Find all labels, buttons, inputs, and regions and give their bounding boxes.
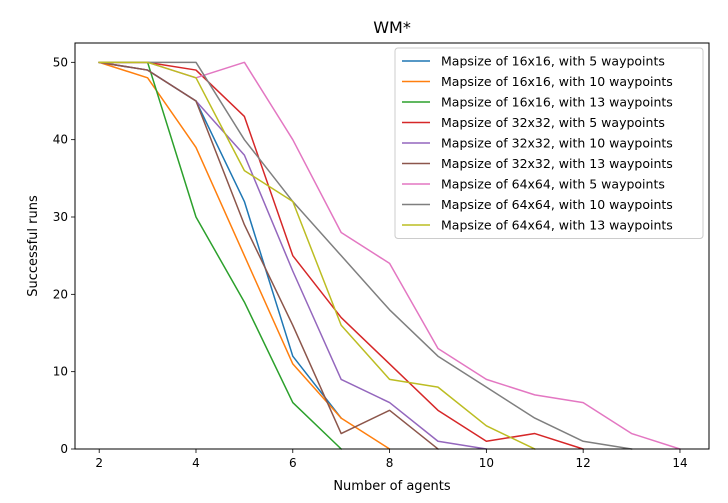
legend-label-2: Mapsize of 16x16, with 10 waypoints — [441, 74, 673, 89]
x-tick-label: 4 — [192, 456, 200, 470]
y-tick-label: 30 — [53, 210, 68, 224]
x-tick-label: 8 — [386, 456, 394, 470]
x-tick-label: 14 — [672, 456, 687, 470]
legend-frame — [394, 47, 704, 239]
y-tick-label: 20 — [53, 287, 68, 301]
legend-label-9: Mapsize of 64x64, with 13 waypoints — [441, 218, 673, 233]
plot-area: 2 4 6 8 10 12 14 0 10 20 30 40 50 — [53, 42, 710, 470]
y-tick-label: 0 — [60, 442, 68, 456]
series-line-6 — [98, 61, 440, 451]
legend: Mapsize of 16x16, with 5 waypoints Mapsiz… — [394, 47, 704, 239]
axes-frame — [74, 42, 710, 450]
y-tick-label: 50 — [53, 55, 68, 69]
y-tick-label: 40 — [53, 133, 68, 147]
series-line-4 — [98, 61, 585, 450]
legend-label-3: Mapsize of 16x16, with 13 waypoints — [441, 95, 673, 110]
legend-label-4: Mapsize of 32x32, with 5 waypoints — [441, 115, 665, 130]
legend-label-5: Mapsize of 32x32, with 10 waypoints — [441, 136, 673, 151]
series-line-2 — [98, 61, 391, 451]
x-tick-label: 6 — [289, 456, 297, 470]
y-tick-label: 10 — [53, 365, 68, 379]
legend-label-6: Mapsize of 32x32, with 13 waypoints — [441, 156, 673, 171]
x-tick-label: 12 — [576, 456, 591, 470]
series-line-9 — [98, 61, 536, 451]
legend-label-1: Mapsize of 16x16, with 5 waypoints — [441, 54, 665, 69]
x-tick-label: 10 — [479, 456, 494, 470]
legend-label-7: Mapsize of 64x64, with 5 waypoints — [441, 177, 665, 192]
legend-label-8: Mapsize of 64x64, with 10 waypoints — [441, 197, 673, 212]
chart-title: WM* — [373, 18, 411, 37]
x-axis-label: Number of agents — [333, 479, 451, 494]
series-line-8 — [98, 61, 633, 450]
x-tick-label: 2 — [95, 456, 103, 470]
y-axis-label: Successful runs — [26, 195, 41, 297]
